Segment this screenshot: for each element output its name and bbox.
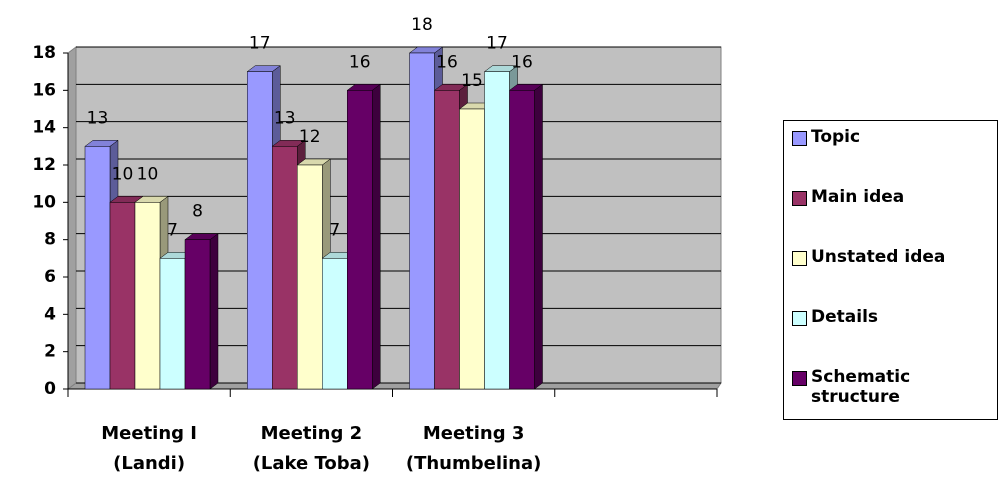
data-label: 15	[461, 71, 483, 91]
data-label: 16	[511, 52, 533, 72]
y-tick-label: 10	[32, 192, 56, 212]
bar-front	[109, 202, 136, 390]
legend-label: Schematic structure	[811, 367, 911, 407]
legend-label: Unstated idea	[811, 247, 946, 267]
bar-front	[84, 146, 111, 390]
legend-item: Main idea	[792, 187, 989, 247]
bar	[184, 233, 219, 390]
data-label: 17	[249, 34, 271, 54]
legend-item: Schematic structure	[792, 367, 989, 427]
bar-front	[297, 164, 323, 390]
y-tick-label: 14	[32, 118, 56, 138]
data-label: 13	[274, 108, 296, 128]
bar-front	[134, 202, 161, 390]
bar-side	[534, 83, 543, 390]
legend: Topic Main idea Unstated idea Details Schema…	[783, 120, 998, 420]
data-label: 16	[436, 52, 458, 72]
bar	[346, 83, 381, 390]
bar-front	[184, 239, 211, 390]
bar-side	[209, 233, 219, 390]
data-label: 13	[87, 108, 109, 128]
bar-front	[159, 258, 186, 390]
side-wall	[67, 46, 77, 390]
legend-swatch	[792, 251, 807, 266]
data-label: 12	[299, 127, 321, 147]
x-tick-label: Meeting 2 (Lake Toba)	[252, 423, 371, 474]
data-label: 10	[112, 164, 134, 184]
y-tick-label: 12	[32, 155, 56, 175]
legend-swatch	[792, 191, 807, 206]
bar	[508, 83, 544, 390]
bar-front	[509, 90, 535, 390]
x-tick-label: Meeting I (Landi)	[101, 423, 197, 474]
y-tick-label: 0	[44, 379, 56, 399]
y-tick-label: 18	[32, 43, 56, 63]
bar-front	[434, 90, 460, 390]
legend-item: Details	[792, 307, 989, 367]
bar-front	[247, 71, 273, 390]
data-label: 10	[137, 164, 159, 184]
legend-label: Details	[811, 307, 879, 327]
legend-swatch	[792, 371, 807, 386]
legend-swatch	[792, 131, 807, 146]
data-label: 7	[167, 220, 178, 240]
legend-item: Topic	[792, 127, 989, 187]
legend-label: Topic	[811, 127, 861, 147]
data-label: 7	[329, 220, 340, 240]
bar-front	[322, 258, 348, 390]
data-label: 18	[411, 15, 433, 35]
bar-front	[409, 52, 435, 390]
y-tick-label: 4	[44, 304, 56, 324]
data-label: 8	[192, 202, 203, 222]
legend-label: Main idea	[811, 187, 905, 207]
x-tick-label: Meeting 3 (Thumbelina)	[405, 423, 542, 474]
legend-swatch	[792, 311, 807, 326]
data-label: 17	[486, 34, 508, 54]
bar-front	[272, 146, 298, 390]
y-tick-label: 2	[44, 342, 56, 362]
bar-side	[372, 83, 381, 390]
bar-front	[459, 108, 485, 390]
y-tick-label: 6	[44, 267, 56, 287]
y-tick-label: 16	[32, 80, 56, 100]
y-tick-label: 8	[44, 230, 56, 250]
legend-item: Unstated idea	[792, 247, 989, 307]
bar-front	[347, 90, 373, 390]
data-label: 16	[349, 52, 371, 72]
bar-front	[484, 71, 510, 390]
